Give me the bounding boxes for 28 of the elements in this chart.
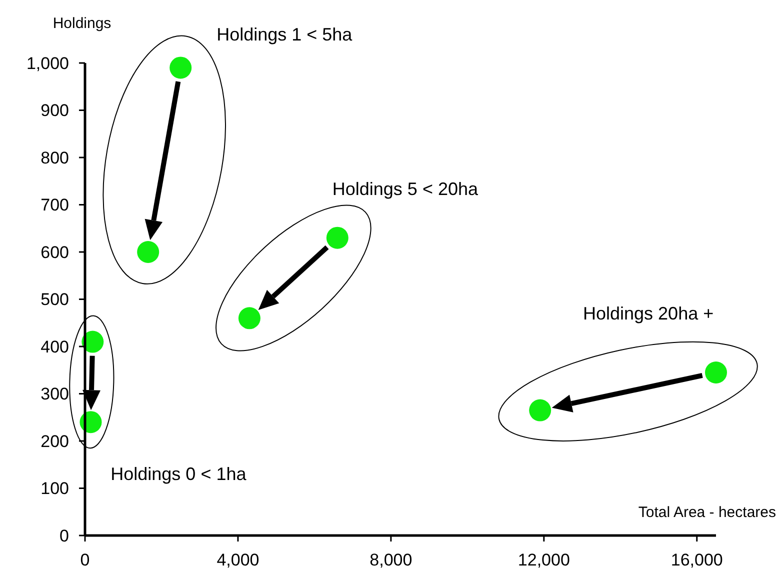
point xyxy=(137,241,160,263)
y-tick-label: 600 xyxy=(40,242,69,262)
y-tick-label: 100 xyxy=(40,479,69,498)
y-tick-label: 700 xyxy=(40,196,69,215)
y-tick-label: 300 xyxy=(40,384,69,404)
point xyxy=(705,361,727,384)
y-tick-label: 200 xyxy=(40,432,69,451)
series-label: Holdings 5 < 20ha xyxy=(332,178,479,199)
y-tick-label: 400 xyxy=(40,337,69,356)
x-tick-label: 8,000 xyxy=(370,550,412,570)
x-tick-label: 12,000 xyxy=(518,550,570,570)
point xyxy=(170,56,192,79)
x-tick-label: 0 xyxy=(80,550,90,570)
y-tick-label: 0 xyxy=(60,526,69,546)
series-label: Holdings 0 < 1ha xyxy=(110,464,248,484)
x-axis-title: Total Area - hectares xyxy=(638,504,776,521)
x-tick-label: 4,000 xyxy=(216,550,260,570)
y-tick-label: 1,000 xyxy=(26,54,69,73)
y-tick-label: 500 xyxy=(40,290,69,310)
y-tick-label: 800 xyxy=(40,148,69,168)
x-tick-label: 16,000 xyxy=(670,550,723,570)
series-label: Holdings 1 < 5ha xyxy=(216,24,354,45)
y-tick-label: 900 xyxy=(40,101,69,120)
point xyxy=(238,307,260,330)
point xyxy=(326,226,348,249)
text: Holdings 20ha + xyxy=(583,303,714,324)
point xyxy=(529,399,552,422)
y-axis-title: Holdings xyxy=(52,15,112,32)
